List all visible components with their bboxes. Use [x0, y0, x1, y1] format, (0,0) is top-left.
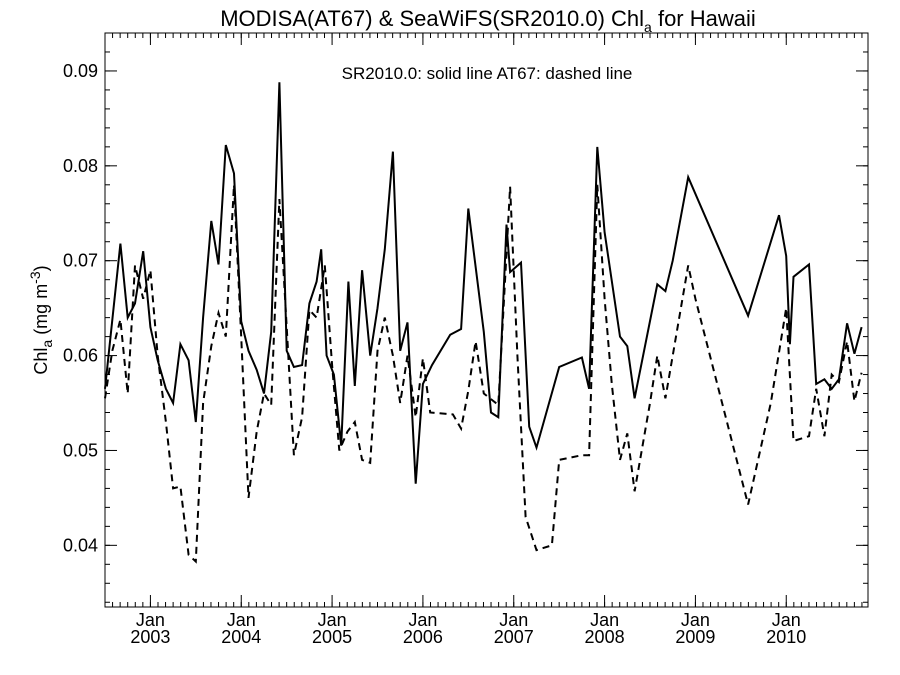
chart-title: MODISA(AT67) & SeaWiFS(SR2010.0) Chla fo…	[220, 6, 756, 35]
y-tick-label: 0.09	[63, 61, 98, 81]
x-tick-year-label: 2007	[494, 627, 534, 647]
y-tick-label: 0.08	[63, 156, 98, 176]
y-tick-label: 0.07	[63, 251, 98, 271]
chart-title-main: MODISA(AT67) & SeaWiFS(SR2010.0) Chl	[220, 6, 644, 31]
y-tick-label: 0.04	[63, 535, 98, 555]
y-axis-label-superscript: -3	[27, 271, 43, 284]
y-tick-label: 0.05	[63, 440, 98, 460]
series-line-sr2010-0	[104, 82, 863, 484]
x-tick-month-label: Jan	[681, 610, 710, 630]
y-axis-label-main: Chl	[31, 348, 51, 375]
x-tick-month-label: Jan	[227, 610, 256, 630]
y-axis-label-subscript: a	[39, 340, 55, 348]
plot-area: Jan2003Jan2004Jan2005Jan2006Jan2007Jan20…	[63, 32, 869, 647]
x-tick-year-label: 2006	[403, 627, 443, 647]
y-axis-label-unit: (mg m	[31, 284, 51, 340]
chart-title-suffix: for Hawaii	[652, 6, 756, 31]
y-tick-label: 0.06	[63, 346, 98, 366]
x-tick-year-label: 2010	[766, 627, 806, 647]
x-tick-month-label: Jan	[136, 610, 165, 630]
x-tick-year-label: 2004	[221, 627, 261, 647]
y-axis-label-close: )	[31, 265, 51, 271]
x-tick-month-label: Jan	[318, 610, 347, 630]
chart-title-subscript: a	[644, 19, 652, 35]
x-tick-year-label: 2008	[585, 627, 625, 647]
x-tick-year-label: 2003	[130, 627, 170, 647]
plot-frame	[104, 32, 869, 608]
x-tick-month-label: Jan	[499, 610, 528, 630]
x-tick-month-label: Jan	[408, 610, 437, 630]
x-tick-month-label: Jan	[590, 610, 619, 630]
y-axis-label: Chla (mg m-3)	[27, 265, 55, 374]
chart-annotation: SR2010.0: solid line AT67: dashed line	[342, 64, 633, 83]
x-tick-month-label: Jan	[772, 610, 801, 630]
series-line-at67	[104, 184, 863, 564]
x-tick-year-label: 2009	[675, 627, 715, 647]
x-tick-year-label: 2005	[312, 627, 352, 647]
